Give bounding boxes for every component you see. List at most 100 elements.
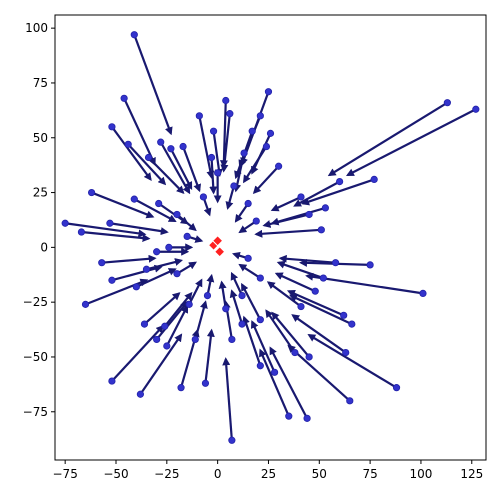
vector-arrow [198, 115, 215, 180]
x-tick-label: 50 [312, 467, 327, 481]
vector-arrow [266, 281, 302, 308]
vector-origin-point [264, 88, 273, 96]
vector-origin-point [163, 342, 171, 350]
vector-arrow [287, 344, 351, 402]
vector-origin-point [120, 94, 128, 102]
center-marker [211, 235, 224, 247]
vector-origin-point [183, 232, 191, 241]
vector-origin-point [331, 259, 340, 267]
vector-arrow [159, 141, 191, 195]
y-tick-label: 100 [25, 21, 48, 35]
vector-origin-point [240, 149, 248, 157]
vector-origin-point [244, 254, 252, 262]
vector-origin-point [130, 31, 138, 39]
vector-origin-point [209, 127, 218, 135]
vector-origin-point [222, 305, 230, 313]
vector-origin-point [203, 291, 212, 300]
vector-arrow [165, 304, 189, 347]
x-tick-label: −75 [53, 467, 78, 481]
vector-origin-point [173, 270, 181, 278]
vector-origin-point [132, 283, 140, 291]
y-tick-label: −75 [23, 405, 48, 419]
vector-arrow [212, 131, 223, 178]
vector-origin-point [140, 320, 149, 328]
vector-origin-point [303, 414, 311, 422]
vector-arrow [301, 178, 375, 206]
vector-origin-point [321, 204, 329, 212]
vector-origin-point [256, 274, 264, 282]
vector-arrow [101, 254, 157, 264]
vector-arrow [111, 324, 165, 382]
y-tick-label: 25 [33, 186, 48, 200]
vector-arrow [163, 291, 193, 327]
vector-origin-point [238, 320, 246, 328]
vector-arrow [252, 165, 280, 195]
vector-arrow [182, 146, 202, 193]
vector-origin-point [256, 362, 264, 370]
vector-origin-point [142, 265, 151, 273]
vector-arrow [147, 156, 185, 194]
vector-arrow [133, 34, 173, 136]
vector-origin-point [248, 127, 256, 135]
vector-arrow [270, 195, 302, 212]
vector-origin-point [108, 123, 116, 131]
vector-arrow [278, 254, 336, 264]
vector-origin-point [199, 193, 208, 201]
vector-origin-point [348, 320, 356, 328]
vector-arrow [219, 100, 228, 169]
vector-origin-point [297, 193, 305, 201]
y-tick-label: 50 [33, 131, 48, 145]
vector-origin-point [256, 112, 264, 120]
vector-origin-point [419, 289, 427, 297]
vector-origin-point [167, 145, 175, 153]
y-tick-label: −50 [23, 350, 48, 364]
vector-origin-point [370, 175, 378, 184]
vector-origin-point [153, 335, 161, 344]
vector-arrow [265, 309, 296, 354]
vector-origin-point [207, 153, 216, 162]
vector-arrow [123, 97, 156, 166]
vector-origin-point [228, 335, 236, 344]
vector-arrow [91, 191, 155, 219]
vector-origin-point [161, 322, 169, 330]
vector-origin-point [311, 287, 319, 295]
vector-arrow [262, 213, 310, 228]
vector-arrow [176, 213, 197, 232]
vector-arrow [269, 346, 309, 419]
vector-arrow [111, 126, 152, 182]
vector-origin-point [244, 199, 252, 208]
vector-arrow [218, 280, 227, 309]
vector-arrow [109, 222, 169, 236]
vector-origin-point [214, 169, 222, 177]
vector-arrow [238, 263, 261, 279]
arrows-layer [65, 34, 477, 441]
vector-arrow [230, 271, 244, 297]
x-tick-label: 0 [214, 467, 222, 481]
vector-arrow [276, 260, 324, 280]
vector-origin-point [108, 276, 116, 284]
vector-origin-point [319, 274, 327, 282]
vector-origin-point [77, 228, 86, 236]
vector-arrow [133, 198, 177, 223]
vector-origin-point [443, 99, 451, 107]
vector-arrow [143, 292, 181, 325]
vector-origin-point [106, 219, 114, 227]
vector-origin-point [238, 291, 246, 300]
x-tick-label: 25 [261, 467, 276, 481]
vector-arrow [254, 228, 322, 238]
y-tick-label: 0 [40, 240, 48, 254]
vector-origin-point [87, 188, 96, 197]
vector-origin-point [81, 300, 90, 308]
vector-arrow [271, 311, 310, 358]
vector-origin-point [366, 261, 374, 269]
vector-arrow [139, 333, 183, 395]
vector-arrow [81, 230, 151, 242]
vector-arrow [291, 314, 347, 354]
vector-origin-point [201, 379, 210, 387]
vector-origin-point [336, 178, 344, 186]
plot-background [55, 15, 486, 460]
x-tick-label: 125 [460, 467, 483, 481]
plot-frame [54, 14, 487, 461]
vector-origin-point [226, 110, 234, 118]
